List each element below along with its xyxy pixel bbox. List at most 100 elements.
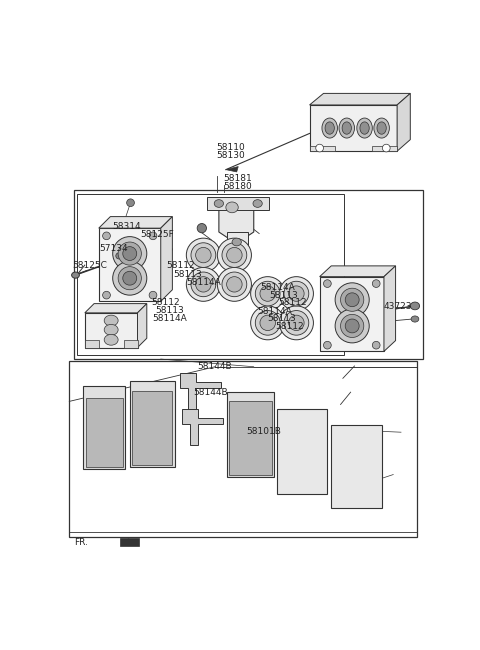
Ellipse shape (116, 253, 122, 259)
Ellipse shape (288, 286, 304, 302)
Ellipse shape (324, 280, 331, 287)
Ellipse shape (72, 272, 79, 278)
Text: 58125F: 58125F (140, 229, 174, 239)
Text: 58144B: 58144B (198, 362, 232, 371)
Ellipse shape (410, 302, 420, 310)
Ellipse shape (335, 309, 369, 343)
Polygon shape (320, 277, 384, 352)
Ellipse shape (339, 118, 355, 138)
Ellipse shape (149, 291, 157, 299)
Polygon shape (219, 200, 254, 240)
Ellipse shape (340, 315, 364, 337)
Polygon shape (120, 538, 139, 546)
Polygon shape (310, 105, 397, 151)
Text: 58114A: 58114A (260, 283, 295, 292)
Ellipse shape (372, 341, 380, 349)
Text: 58181: 58181 (224, 174, 252, 183)
Ellipse shape (196, 248, 211, 263)
Ellipse shape (284, 281, 309, 306)
Polygon shape (85, 313, 137, 348)
Ellipse shape (103, 232, 110, 240)
Ellipse shape (217, 238, 252, 272)
Polygon shape (85, 304, 147, 313)
Bar (74, 190, 423, 359)
Polygon shape (384, 266, 396, 352)
Polygon shape (99, 216, 172, 228)
Text: 58112: 58112 (276, 322, 304, 332)
Ellipse shape (345, 293, 359, 307)
Ellipse shape (226, 202, 238, 213)
Text: 58113: 58113 (155, 306, 184, 315)
Ellipse shape (374, 118, 389, 138)
Text: 58114A: 58114A (257, 307, 292, 316)
Text: 58113: 58113 (269, 291, 298, 300)
Text: 58125C: 58125C (72, 261, 107, 270)
Ellipse shape (377, 122, 386, 134)
Ellipse shape (383, 144, 390, 152)
Polygon shape (310, 146, 335, 151)
Ellipse shape (324, 341, 331, 349)
Ellipse shape (113, 237, 147, 270)
Ellipse shape (279, 277, 313, 311)
Ellipse shape (227, 277, 242, 292)
Ellipse shape (104, 334, 118, 345)
Ellipse shape (251, 277, 285, 311)
Text: 58114A: 58114A (186, 278, 221, 287)
Text: 58113: 58113 (267, 314, 296, 323)
Ellipse shape (255, 281, 280, 306)
Ellipse shape (357, 118, 372, 138)
Polygon shape (397, 94, 410, 151)
Ellipse shape (186, 267, 220, 302)
Polygon shape (227, 392, 274, 477)
Ellipse shape (103, 291, 110, 299)
Ellipse shape (191, 243, 216, 267)
Ellipse shape (196, 277, 211, 292)
Text: 58113: 58113 (173, 270, 202, 279)
Polygon shape (310, 94, 410, 105)
Ellipse shape (322, 118, 337, 138)
Polygon shape (161, 216, 172, 302)
Ellipse shape (360, 122, 369, 134)
Ellipse shape (232, 238, 241, 246)
Ellipse shape (222, 272, 247, 296)
Text: 58112: 58112 (166, 261, 195, 270)
Ellipse shape (253, 200, 262, 207)
Polygon shape (372, 146, 397, 151)
Bar (77, 194, 345, 355)
Ellipse shape (316, 144, 324, 152)
Polygon shape (137, 304, 147, 348)
Polygon shape (85, 398, 123, 467)
Ellipse shape (149, 232, 157, 240)
Ellipse shape (214, 200, 224, 207)
Ellipse shape (104, 315, 118, 326)
Ellipse shape (118, 242, 142, 265)
Polygon shape (227, 232, 248, 252)
Ellipse shape (251, 306, 285, 340)
Ellipse shape (335, 283, 369, 317)
Polygon shape (320, 266, 396, 277)
Text: 58110: 58110 (216, 142, 245, 151)
Polygon shape (229, 402, 272, 474)
Ellipse shape (372, 280, 380, 287)
Text: 43723: 43723 (384, 302, 412, 311)
Text: 58101B: 58101B (246, 427, 281, 436)
Ellipse shape (260, 315, 276, 331)
Ellipse shape (325, 122, 335, 134)
Text: FR.: FR. (74, 538, 88, 547)
Ellipse shape (123, 246, 137, 261)
Text: 58144B: 58144B (193, 388, 228, 396)
Ellipse shape (279, 306, 313, 340)
Ellipse shape (260, 286, 276, 302)
Ellipse shape (123, 271, 137, 285)
Text: 58180: 58180 (224, 181, 252, 190)
Polygon shape (85, 340, 99, 348)
Polygon shape (226, 166, 238, 172)
Bar (69, 361, 417, 537)
Polygon shape (182, 409, 223, 445)
Ellipse shape (345, 319, 359, 333)
Polygon shape (132, 391, 172, 465)
Text: 57134: 57134 (99, 244, 128, 253)
Ellipse shape (227, 248, 242, 263)
Polygon shape (180, 373, 221, 409)
Polygon shape (277, 409, 327, 494)
